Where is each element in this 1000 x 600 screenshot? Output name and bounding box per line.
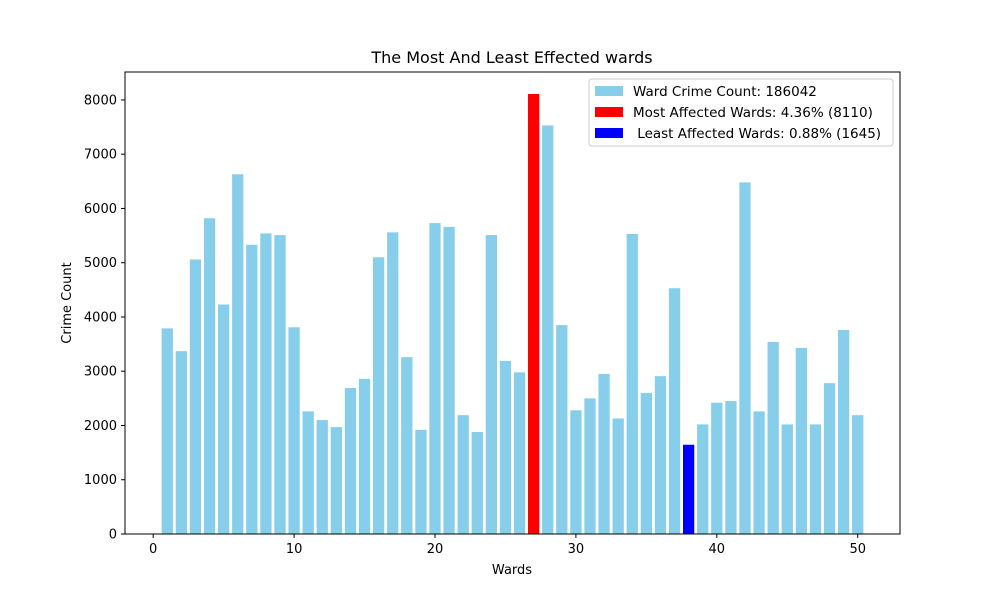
y-tick-label: 5000	[84, 256, 117, 271]
legend-label: Least Affected Wards: 0.88% (1645)	[633, 126, 881, 142]
bar-ward-22	[457, 415, 469, 534]
x-tick-label: 20	[427, 542, 444, 557]
x-tick-label: 10	[286, 542, 303, 557]
bar-ward-46	[795, 347, 807, 534]
bar-ward-29	[556, 325, 568, 534]
bar-ward-28	[542, 125, 554, 535]
bar-ward-16	[373, 257, 385, 534]
bar-ward-49	[838, 329, 850, 534]
y-tick-label: 4000	[84, 310, 117, 325]
bar-ward-1	[161, 328, 173, 534]
bar-ward-21	[443, 226, 455, 534]
bar-ward-15	[358, 378, 371, 534]
most-affected-bar	[528, 93, 540, 534]
bar-ward-45	[781, 424, 793, 534]
bar-ward-5	[218, 304, 230, 534]
bar-ward-37	[668, 288, 681, 534]
bar-ward-4	[203, 218, 216, 534]
bar-ward-8	[260, 233, 272, 534]
bar-ward-2	[175, 351, 187, 534]
bar-ward-19	[415, 429, 427, 534]
bar-ward-32	[598, 373, 610, 534]
bar-ward-26	[513, 372, 526, 534]
bar-ward-43	[753, 411, 765, 534]
bar-ward-11	[302, 411, 314, 534]
bar-ward-35	[640, 392, 652, 534]
bar-ward-24	[485, 235, 497, 535]
bar-ward-41	[725, 401, 737, 534]
y-axis-label: Crime Count	[60, 262, 75, 343]
bar-ward-23	[471, 431, 483, 534]
bar-ward-40	[711, 402, 723, 534]
bar-ward-30	[570, 410, 582, 534]
ticks-layer: 0 10 20 30 40 50 0 1000 2000 3000 4000 5000 6000 7000…	[84, 93, 866, 557]
legend-box	[588, 78, 894, 147]
bar-ward-48	[823, 383, 836, 534]
bar-ward-12	[316, 420, 328, 534]
bar-ward-6	[232, 174, 244, 534]
bar-ward-33	[612, 418, 624, 534]
legend-swatch	[595, 128, 623, 138]
legend: Ward Crime Count: 186042 Most Affected Wa…	[588, 78, 894, 147]
bar-ward-9	[274, 235, 286, 535]
bar-ward-31	[584, 398, 596, 534]
x-tick-label: 40	[709, 542, 726, 557]
legend-swatch	[595, 86, 623, 96]
bar-ward-13	[330, 427, 342, 534]
bar-ward-25	[499, 360, 512, 534]
bar-ward-47	[809, 424, 822, 534]
bar-ward-18	[401, 357, 413, 534]
legend-label: Ward Crime Count: 186042	[633, 84, 817, 100]
bar-ward-42	[739, 182, 751, 534]
y-tick-label: 6000	[84, 202, 117, 217]
legend-swatch	[595, 107, 623, 117]
bars-layer	[161, 93, 864, 535]
bar-ward-50	[852, 415, 864, 534]
x-tick-label: 0	[149, 542, 157, 557]
legend-label: Most Affected Wards: 4.36% (8110)	[633, 105, 873, 121]
bar-ward-39	[697, 424, 709, 534]
bar-ward-3	[189, 259, 202, 534]
bar-ward-34	[626, 233, 638, 535]
bar-ward-44	[767, 341, 779, 534]
x-tick-label: 30	[568, 542, 585, 557]
bar-ward-17	[387, 232, 399, 534]
y-tick-label: 1000	[84, 473, 117, 488]
x-axis-label: Wards	[492, 563, 532, 578]
bar-ward-10	[288, 327, 300, 534]
y-tick-label: 8000	[84, 93, 117, 108]
y-tick-label: 7000	[84, 148, 117, 163]
least-affected-bar	[683, 444, 695, 534]
bar-ward-36	[654, 376, 667, 534]
bar-ward-7	[246, 244, 258, 535]
plot-frame	[124, 71, 901, 535]
chart-title: The Most And Least Effected wards	[370, 48, 652, 67]
bar-ward-14	[344, 388, 357, 534]
y-tick-label: 0	[109, 528, 117, 543]
y-tick-label: 2000	[84, 419, 117, 434]
bar-ward-20	[429, 223, 441, 535]
y-tick-label: 3000	[84, 365, 117, 380]
x-tick-label: 50	[849, 542, 866, 557]
